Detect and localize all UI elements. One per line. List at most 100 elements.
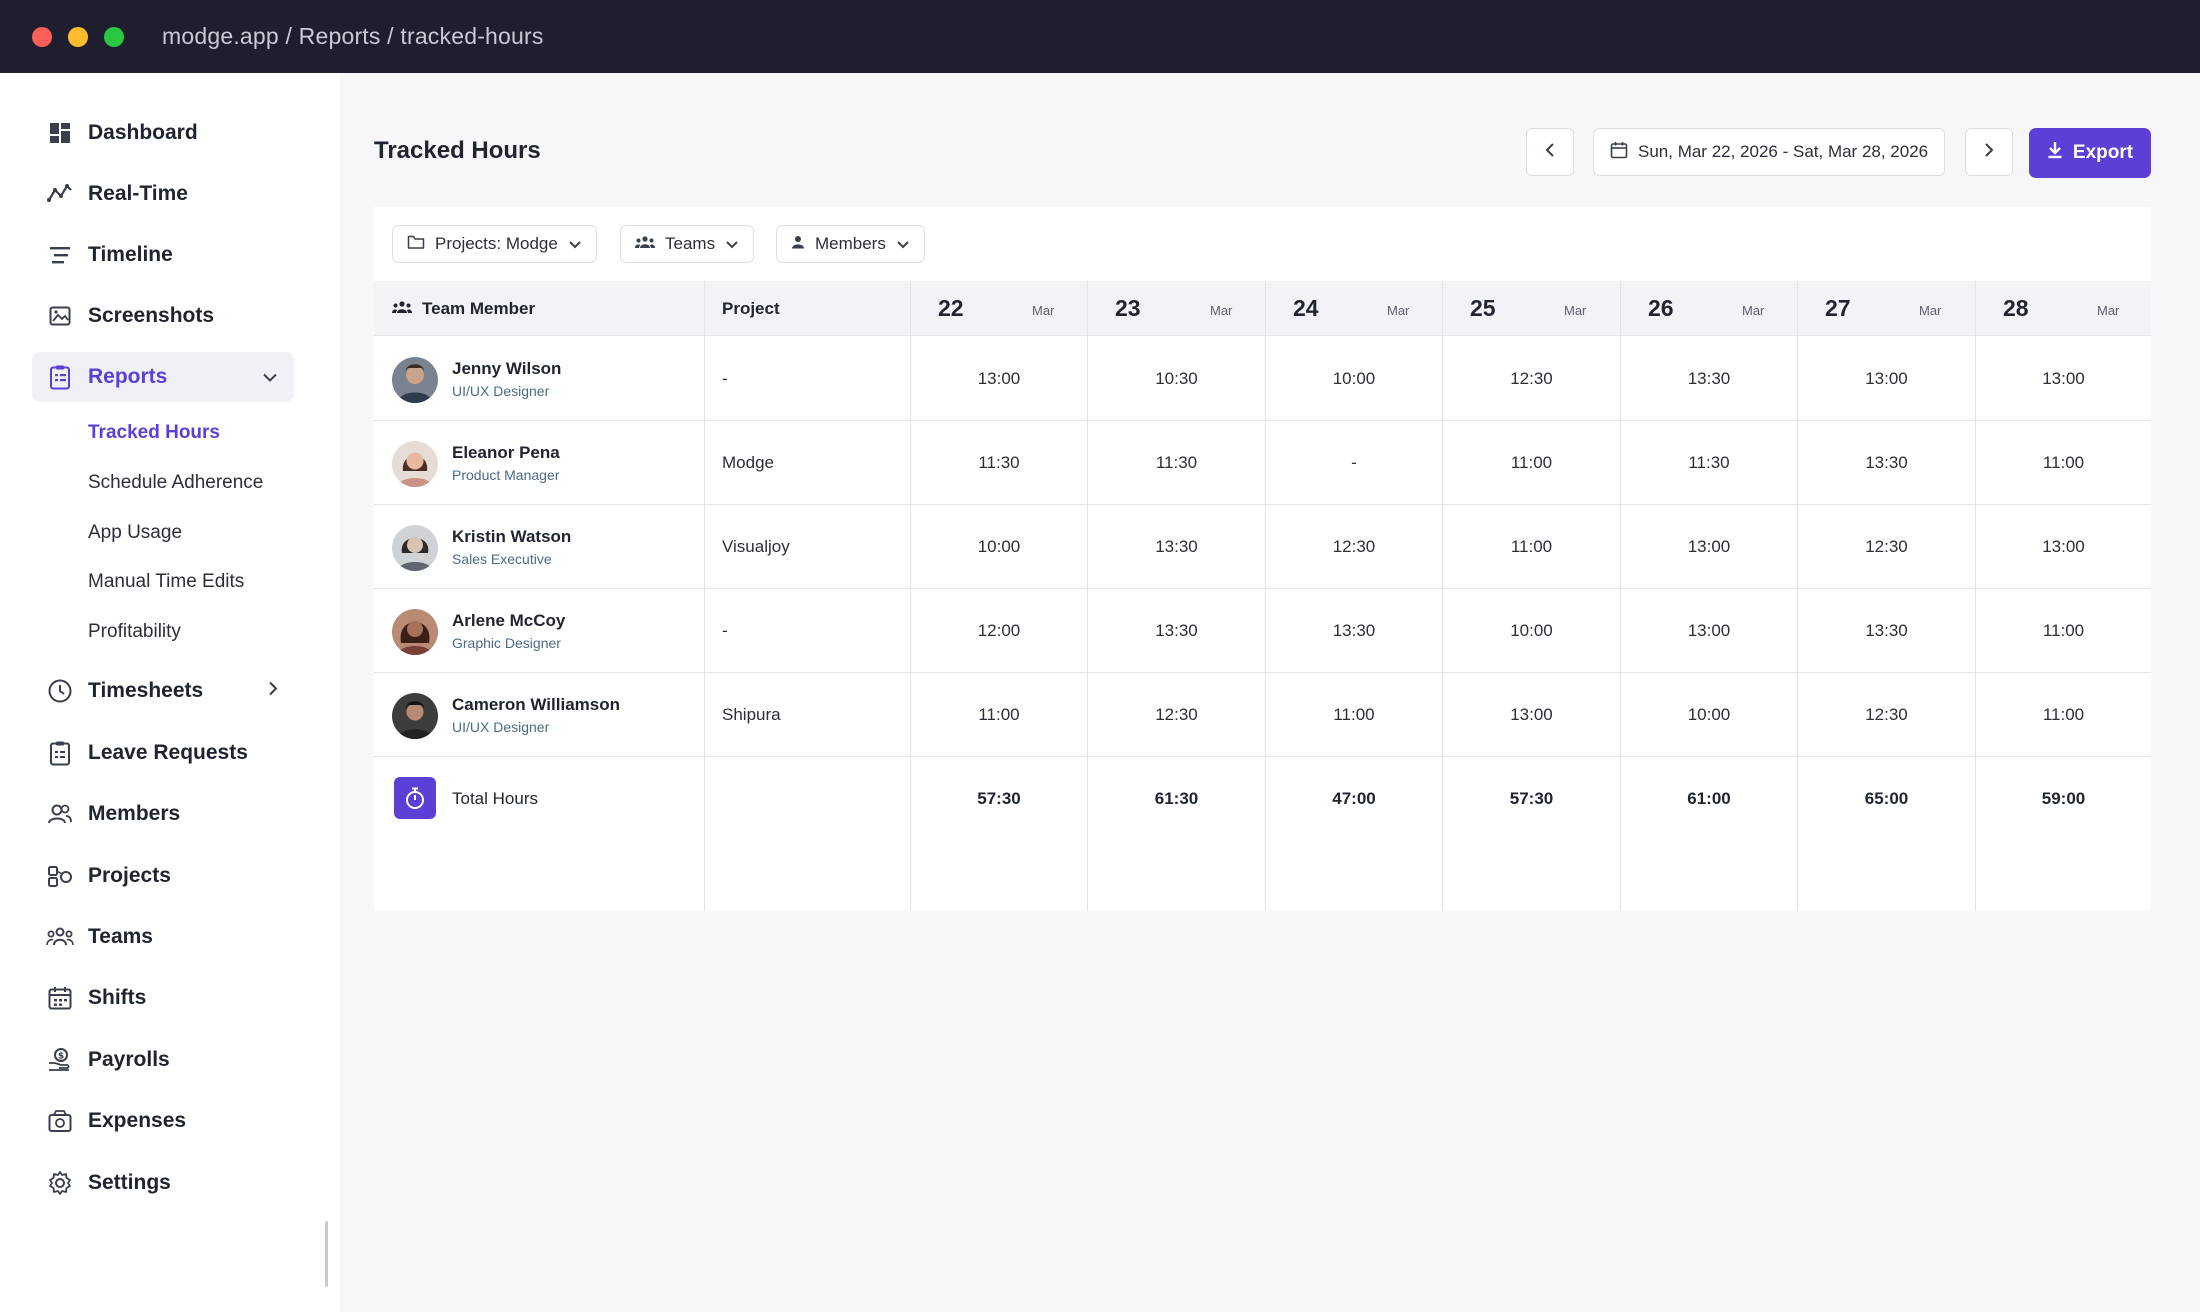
total-row: Total Hours 57:30 61:30 47:00 57:30 61:0… [374,757,2151,841]
main-content: Tracked Hours Sun, Mar 22, 2026 - Sat, M… [340,73,2200,1312]
sidebar-item-screenshots[interactable]: Screenshots [32,291,294,341]
date-range-label: Sun, Mar 22, 2026 - Sat, Mar 28, 2026 [1638,142,1929,161]
table-row[interactable]: Jenny Wilson UI/UX Designer - 13:00 10:3… [374,337,2151,421]
hours-cell: 11:00 [978,705,1020,724]
calendar-icon [1610,141,1628,164]
sidebar-item-label: Dashboard [88,121,198,144]
hours-cell: 13:00 [977,369,1021,388]
svg-text:$: $ [58,1052,64,1062]
chevron-right-icon [268,681,278,702]
hours-cell: 12:00 [977,621,1021,640]
project-cell: Shipura [722,705,781,724]
day-header-number: 23 [1115,295,1141,321]
column-divider [910,281,911,911]
members-filter-label: Members [815,234,886,253]
table-row[interactable]: Kristin Watson Sales Executive Visualjoy… [374,505,2151,589]
hours-cell: 13:30 [1332,621,1376,640]
chevron-right-icon [1984,142,1994,163]
export-button[interactable]: Export [2029,128,2151,178]
sidebar-item-timesheets[interactable]: Timesheets [32,666,294,716]
sidebar-subitem-app-usage[interactable]: App Usage [88,522,183,543]
sidebar-item-shifts[interactable]: Shifts [32,973,294,1023]
sidebar-item-leave-requests[interactable]: Leave Requests [32,728,294,778]
sidebar-item-label: Projects [88,864,171,887]
column-divider [1265,281,1266,911]
sidebar-subitem-profitability[interactable]: Profitability [88,621,181,642]
day-header-number: 26 [1648,295,1674,321]
table-row[interactable]: Cameron Williamson UI/UX Designer Shipur… [374,673,2151,757]
total-hours-label: Total Hours [452,789,538,808]
sidebar-subitem-schedule-adherence[interactable]: Schedule Adherence [88,472,264,493]
sidebar-scrollbar[interactable] [325,1221,328,1287]
member-role: Graphic Designer [452,635,561,651]
total-hours-cell: 57:30 [1509,789,1554,808]
day-header-month: Mar [1210,303,1233,318]
sidebar-item-expenses[interactable]: Expenses [32,1096,294,1146]
hours-cell: 12:30 [1332,537,1376,556]
next-week-button[interactable] [1965,128,2013,176]
sidebar: Dashboard Real-Time Timeline Screenshots… [0,73,340,1312]
sidebar-item-label: Leave Requests [88,741,248,764]
sidebar-item-label: Timeline [88,243,173,266]
total-hours-cell: 61:30 [1154,789,1199,808]
stopwatch-icon [394,777,436,819]
sidebar-item-timeline[interactable]: Timeline [32,230,294,280]
chevron-down-icon [725,234,739,254]
table-row[interactable]: Arlene McCoy Graphic Designer - 12:00 13… [374,589,2151,673]
total-hours-cell: 59:00 [2041,789,2086,808]
address-bar[interactable]: modge.app / Reports / tracked-hours [162,23,544,49]
sidebar-item-label: Screenshots [88,304,215,327]
table-row[interactable]: Eleanor Pena Product Manager Modge 11:30… [374,421,2151,505]
team-member-column-header[interactable]: Team Member [392,281,535,336]
project-column-header[interactable]: Project [722,298,780,318]
sidebar-item-teams[interactable]: Teams [32,912,294,962]
hours-cell: 11:30 [1155,453,1198,472]
sidebar-item-dashboard[interactable]: Dashboard [32,108,294,158]
tracked-hours-panel: Projects: Modge Teams Members [374,207,2151,911]
project-cell: Visualjoy [722,537,790,556]
teams-icon [46,923,74,951]
previous-week-button[interactable] [1526,128,1574,176]
sidebar-subitem-manual-time-edits[interactable]: Manual Time Edits [88,571,245,592]
sidebar-item-label: Timesheets [88,679,204,702]
projects-filter[interactable]: Projects: Modge [392,225,597,263]
sidebar-item-members[interactable]: Members [32,789,294,839]
teams-filter[interactable]: Teams [620,225,755,263]
column-divider [1797,281,1798,911]
hours-cell: 10:00 [1687,705,1731,724]
sidebar-item-reports[interactable]: Reports [32,352,294,402]
member-role: Product Manager [452,467,560,483]
avatar [392,441,438,487]
chevron-down-icon [262,367,278,388]
sidebar-subitem-tracked-hours[interactable]: Tracked Hours [88,422,220,443]
members-filter[interactable]: Members [776,225,925,263]
realtime-icon [46,180,74,208]
project-cell: - [722,621,728,640]
sidebar-item-settings[interactable]: Settings [32,1158,294,1208]
sidebar-item-real-time[interactable]: Real-Time [32,169,294,219]
sidebar-item-label: Payrolls [88,1048,170,1071]
screenshots-icon [46,302,74,330]
sidebar-item-payrolls[interactable]: $ Payrolls [32,1035,294,1085]
hours-cell: 13:00 [1510,705,1553,724]
sidebar-item-projects[interactable]: Projects [32,851,294,901]
hours-cell: 13:30 [1865,621,1908,640]
reports-icon [46,363,74,391]
day-header-number: 22 [938,295,964,321]
date-range-picker[interactable]: Sun, Mar 22, 2026 - Sat, Mar 28, 2026 [1593,128,1945,176]
hours-cell: 13:00 [1687,537,1731,556]
day-header-month: Mar [1742,303,1765,318]
project-cell: - [722,369,728,388]
settings-icon [46,1169,74,1197]
day-header-month: Mar [1032,303,1055,318]
column-divider [1087,281,1088,911]
member-name: Jenny Wilson [452,359,562,378]
column-divider [1620,281,1621,911]
hours-cell: - [1351,453,1357,472]
hours-cell: 10:00 [1510,621,1553,640]
minimize-window-button[interactable] [68,26,88,47]
close-window-button[interactable] [32,26,52,47]
hours-cell: 13:00 [2042,369,2085,388]
maximize-window-button[interactable] [104,26,124,47]
hours-cell: 10:00 [1332,369,1376,388]
